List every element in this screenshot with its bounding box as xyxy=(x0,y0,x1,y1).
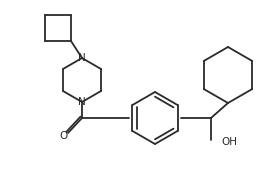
Text: O: O xyxy=(59,131,67,141)
Text: N: N xyxy=(78,97,86,107)
Text: N: N xyxy=(78,53,86,63)
Text: OH: OH xyxy=(221,137,237,147)
